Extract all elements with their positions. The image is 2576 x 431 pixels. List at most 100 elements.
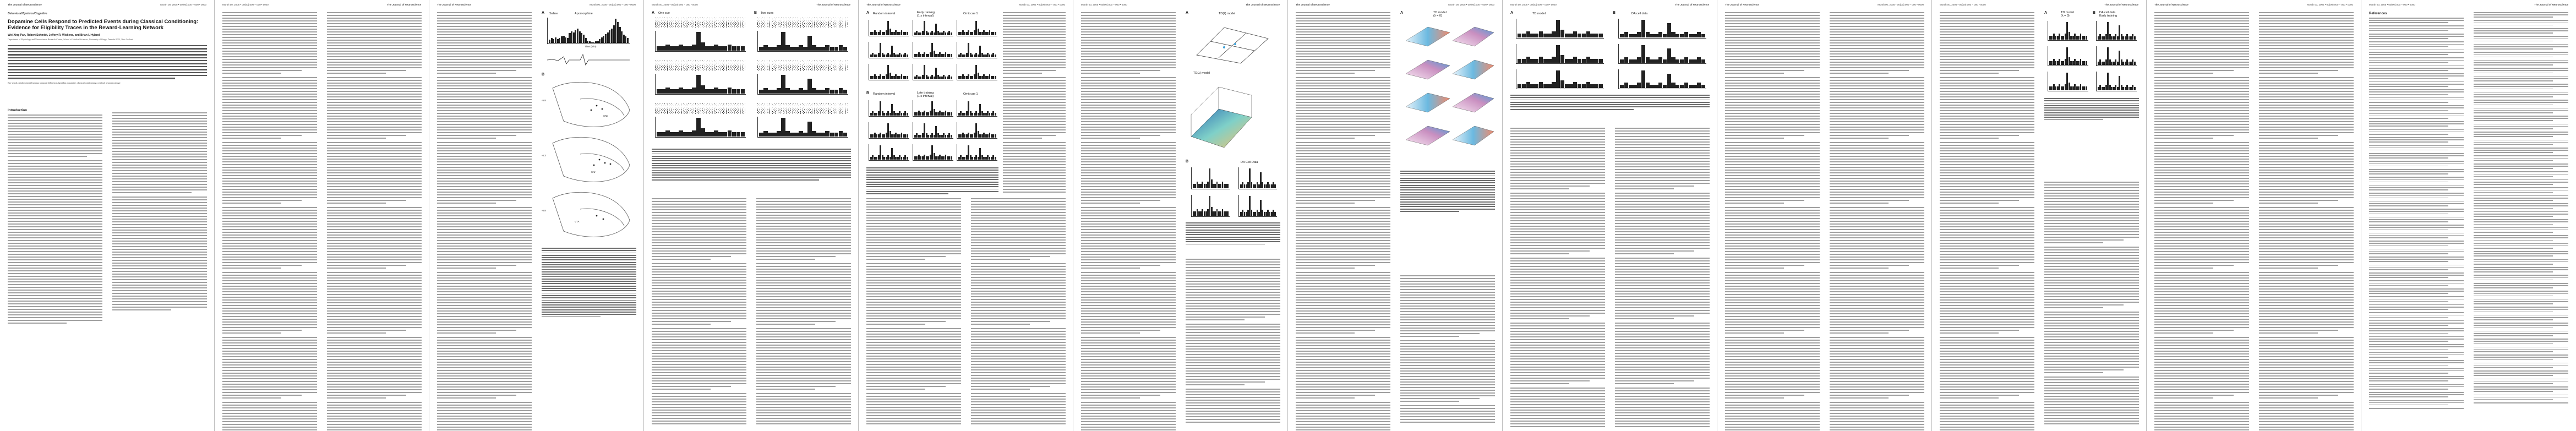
panel-label: A bbox=[2044, 11, 2048, 15]
journal-name: The Journal of Neuroscience bbox=[2534, 3, 2568, 6]
region-label: VTA bbox=[575, 220, 580, 223]
histogram-bar bbox=[1256, 210, 1258, 216]
histogram-bar bbox=[2076, 35, 2078, 40]
histogram-bar bbox=[931, 145, 934, 160]
body-text-right bbox=[1400, 275, 1495, 423]
histogram-bar bbox=[2072, 61, 2074, 65]
histogram-bar bbox=[1650, 84, 1654, 88]
panel-label: B bbox=[866, 91, 870, 95]
body-text-left bbox=[222, 12, 317, 430]
histogram-bar bbox=[2107, 73, 2109, 90]
histogram-bar bbox=[763, 88, 768, 94]
histogram-bar bbox=[916, 133, 918, 138]
histogram-bar bbox=[825, 45, 829, 51]
psth-bars bbox=[958, 65, 996, 79]
histogram-bar bbox=[965, 111, 968, 116]
histogram-bar bbox=[983, 54, 985, 57]
panel-subtitle: (1 s interval) bbox=[917, 95, 934, 98]
references-column: References bbox=[2369, 12, 2464, 423]
histogram-bar bbox=[891, 76, 893, 79]
histogram-bar bbox=[935, 24, 937, 35]
histogram-bar bbox=[1209, 168, 1211, 188]
histogram-bar bbox=[1637, 83, 1641, 88]
body-text-left bbox=[1296, 12, 1390, 430]
psth-bars bbox=[870, 65, 908, 79]
histogram-bar bbox=[925, 54, 927, 57]
psth bbox=[2096, 72, 2137, 91]
histogram-bar bbox=[1697, 57, 1701, 63]
histogram-bar bbox=[946, 112, 948, 116]
histogram-bar bbox=[933, 109, 935, 116]
panel-title: Random interval bbox=[873, 12, 896, 15]
histogram-bar bbox=[1265, 211, 1267, 216]
histogram-bar bbox=[768, 47, 772, 51]
histogram-bar bbox=[732, 132, 736, 137]
histogram-bar bbox=[1650, 34, 1654, 37]
histogram-bar bbox=[897, 156, 899, 160]
histogram-bar bbox=[885, 74, 887, 79]
histogram-bar bbox=[2133, 36, 2136, 40]
histogram-bar bbox=[2115, 59, 2117, 65]
histogram-bar bbox=[1667, 23, 1671, 37]
histogram-bar bbox=[987, 53, 989, 57]
histogram-bar bbox=[906, 32, 908, 35]
histogram-bar bbox=[916, 54, 918, 57]
psth-bars bbox=[2049, 47, 2087, 65]
histogram-bar bbox=[582, 35, 585, 43]
histogram-bar bbox=[977, 54, 979, 57]
histogram-bar bbox=[2126, 59, 2128, 65]
histogram-bar bbox=[979, 148, 981, 160]
histogram-bar bbox=[899, 155, 900, 160]
issue-line: Month 00, 2005 • 00(00):000 – 000 • 0000 bbox=[1081, 3, 1127, 6]
histogram-bar bbox=[960, 111, 962, 116]
figure-3: A Random interval Early training (1 s in… bbox=[866, 11, 998, 195]
histogram-bar bbox=[874, 74, 876, 79]
psth bbox=[869, 100, 909, 117]
panel-subtitle: (λ = 0) bbox=[2061, 14, 2070, 18]
panel-label: A bbox=[652, 11, 655, 15]
histogram-bar bbox=[906, 156, 908, 160]
histogram-bar bbox=[992, 134, 995, 138]
histogram-bar bbox=[921, 112, 924, 116]
histogram-bar bbox=[1658, 57, 1663, 63]
psth bbox=[2096, 46, 2137, 66]
psth bbox=[655, 31, 746, 52]
histogram-bar bbox=[2120, 34, 2122, 40]
histogram-bar bbox=[881, 76, 883, 79]
spike-raster bbox=[655, 18, 746, 29]
histogram-bar bbox=[1218, 211, 1220, 216]
histogram-bar bbox=[2056, 86, 2059, 90]
histogram-bar bbox=[1569, 33, 1573, 37]
histogram-bar bbox=[2130, 86, 2132, 90]
histogram-bar bbox=[740, 89, 745, 94]
psth bbox=[757, 74, 848, 95]
histogram-bar bbox=[981, 111, 983, 116]
psth bbox=[2048, 72, 2088, 91]
histogram-bar bbox=[2119, 76, 2121, 90]
histogram-bar bbox=[1676, 84, 1680, 88]
histogram-bar bbox=[2128, 61, 2130, 65]
histogram-bar bbox=[794, 47, 799, 51]
histogram-bar bbox=[1247, 182, 1249, 188]
histogram-bar bbox=[1667, 48, 1671, 63]
histogram-bar bbox=[870, 54, 872, 57]
histogram-bar bbox=[781, 75, 785, 94]
histogram-bar bbox=[1684, 83, 1688, 88]
figure-5: A TD model (λ = 0) bbox=[1400, 11, 1495, 319]
histogram-bar bbox=[683, 46, 687, 51]
panel-title: Early training bbox=[917, 11, 935, 14]
histogram-bar bbox=[929, 76, 931, 79]
model-diagram bbox=[1196, 27, 1269, 64]
histogram-bar bbox=[935, 156, 937, 160]
histogram-bar bbox=[1209, 196, 1211, 216]
histogram-bar bbox=[2113, 61, 2115, 65]
histogram-bar bbox=[661, 132, 665, 137]
histogram-bar bbox=[1701, 84, 1706, 88]
histogram-bar bbox=[958, 54, 960, 57]
histogram-bar bbox=[2109, 59, 2111, 65]
histogram-bar bbox=[732, 46, 736, 51]
histogram-bar bbox=[948, 54, 951, 57]
histogram-bar bbox=[992, 32, 995, 35]
histogram-bar bbox=[1671, 83, 1676, 88]
histogram-bar bbox=[939, 155, 941, 160]
